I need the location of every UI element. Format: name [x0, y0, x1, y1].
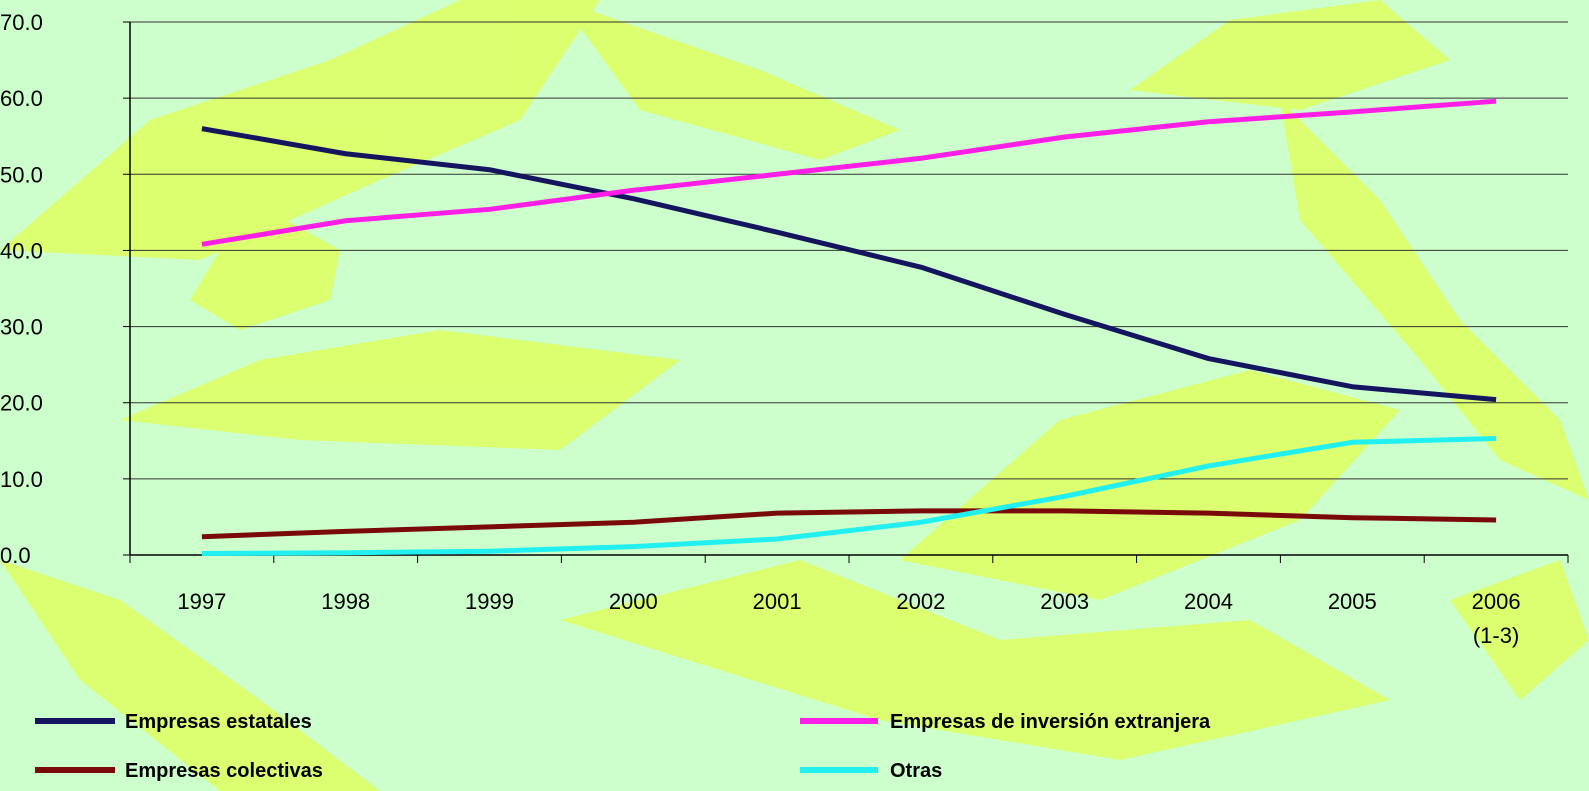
y-tick-label: 50.0 [0, 162, 43, 187]
legend-label: Empresas colectivas [125, 760, 323, 782]
series-line [201, 126, 1497, 403]
series-line [201, 508, 1497, 540]
x-tick-label: 1997 [177, 589, 226, 614]
x-tick-label: 2005 [1328, 589, 1377, 614]
plot-area: 0.0 10.0 20.0 30.0 40.0 50.0 60.0 70.0 1997 1998 1… [0, 10, 1569, 648]
legend: Empresas estatales Empresas de inversión… [35, 711, 1211, 782]
y-tick-label: 0.0 [0, 543, 31, 568]
y-tick-label: 60.0 [0, 86, 43, 111]
legend-label: Empresas de inversión extranjera [890, 711, 1211, 733]
x-tick-label: 2001 [753, 589, 802, 614]
y-tick-label: 70.0 [0, 10, 43, 35]
x-tick-label: 2004 [1184, 589, 1233, 614]
x-tick-label: 1999 [465, 589, 514, 614]
legend-label: Otras [890, 760, 942, 782]
series-line [201, 98, 1497, 247]
x-tick-label: 2000 [609, 589, 658, 614]
y-tick-label: 20.0 [0, 391, 43, 416]
series-line [201, 436, 1497, 556]
x-tick-label: 2003 [1040, 589, 1089, 614]
x-tick-label: 1998 [321, 589, 370, 614]
legend-label: Empresas estatales [125, 711, 312, 733]
y-tick-label: 40.0 [0, 238, 43, 263]
x-tick-label: 2002 [896, 589, 945, 614]
y-tick-label: 30.0 [0, 315, 43, 340]
y-tick-label: 10.0 [0, 467, 43, 492]
x-tick-label: 2006 (1-3) [1472, 589, 1521, 648]
